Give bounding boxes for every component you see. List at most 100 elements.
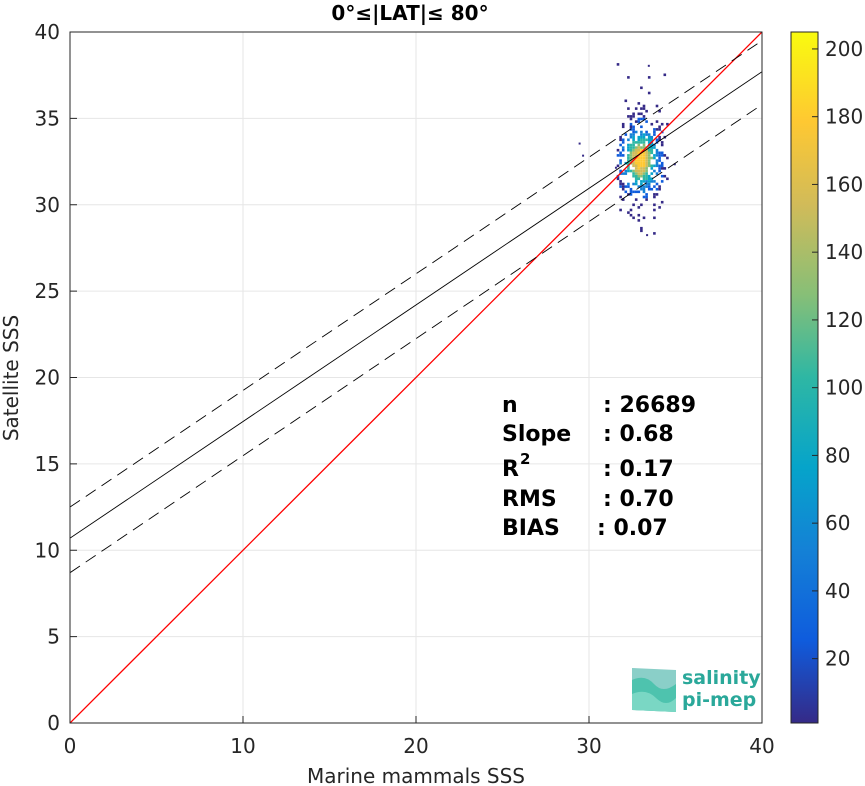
density-cell	[642, 159, 646, 162]
density-cell	[655, 164, 659, 168]
density-cell	[629, 169, 633, 173]
density-cell	[645, 167, 648, 170]
density-cell	[642, 154, 646, 157]
density-cell	[658, 206, 661, 209]
logo-wave-icon	[632, 668, 676, 712]
density-cell	[655, 182, 659, 186]
density-cell	[627, 185, 630, 188]
density-cell	[621, 125, 625, 129]
density-cell	[627, 76, 630, 79]
density-cell	[645, 195, 648, 199]
density-cell	[645, 198, 648, 201]
density-cell	[634, 174, 638, 178]
density-cell	[624, 172, 628, 175]
y-tick-label: 30	[35, 193, 60, 217]
density-cell	[647, 91, 651, 95]
density-cell	[632, 151, 635, 155]
density-cell	[645, 154, 648, 157]
density-cell	[653, 128, 656, 131]
density-cell	[642, 174, 646, 178]
density-cell	[663, 73, 667, 77]
density-cell	[645, 148, 648, 152]
density-cell	[650, 151, 654, 155]
density-cell	[642, 143, 646, 147]
density-cluster	[578, 63, 676, 237]
density-cell	[637, 135, 641, 139]
density-cell	[645, 161, 648, 165]
stat-slope-label: Slope	[502, 422, 571, 447]
density-cell	[642, 135, 646, 139]
y-tick-label: 15	[35, 452, 60, 476]
density-cell	[632, 169, 635, 173]
density-cell	[629, 115, 633, 118]
density-cell	[621, 185, 625, 188]
y-tick-label: 0	[47, 711, 60, 735]
density-cell	[658, 138, 661, 142]
density-cell	[660, 161, 664, 165]
density-cell	[632, 128, 635, 131]
density-cell	[660, 151, 664, 155]
stat-rms-value: : 0.70	[603, 487, 674, 512]
density-cell	[637, 138, 641, 142]
density-cell	[658, 164, 661, 168]
density-cell	[658, 187, 661, 191]
density-cell	[634, 182, 638, 186]
density-cell	[642, 172, 646, 175]
density-cell	[645, 174, 648, 178]
colorbar-tick-label: 200	[825, 37, 863, 61]
density-cell	[653, 133, 656, 136]
density-cell	[634, 148, 638, 152]
density-cell	[634, 107, 638, 110]
density-cell	[655, 193, 659, 196]
density-cell	[619, 182, 622, 186]
density-cell	[642, 167, 646, 170]
density-cell	[660, 143, 664, 147]
density-cell	[627, 161, 630, 165]
density-cell	[637, 164, 641, 168]
density-cell	[653, 156, 656, 160]
density-cell	[629, 193, 633, 196]
density-cell	[647, 159, 651, 162]
density-cell	[637, 146, 641, 149]
density-cell	[640, 180, 643, 183]
density-cell	[647, 135, 651, 139]
identity-line	[70, 32, 762, 723]
density-cell	[650, 180, 654, 183]
density-cell	[640, 229, 643, 233]
density-cell	[637, 117, 641, 121]
density-cell	[627, 154, 630, 157]
chart-title: 0°≤|LAT|≤ 80°	[331, 1, 488, 25]
density-cell	[621, 172, 625, 175]
density-cell	[632, 190, 635, 194]
density-cell	[629, 117, 633, 121]
density-cell	[616, 177, 620, 181]
density-cell	[632, 146, 635, 149]
density-cell	[619, 169, 622, 173]
density-cell	[655, 161, 659, 165]
density-cell	[619, 195, 622, 199]
density-cell	[642, 146, 646, 149]
density-cell	[645, 193, 648, 196]
density-cell	[629, 135, 633, 139]
outlier-point	[582, 154, 585, 157]
density-cell	[658, 167, 661, 170]
density-cell	[632, 130, 635, 134]
density-cell	[645, 130, 648, 134]
density-cell	[634, 167, 638, 170]
density-cell	[616, 148, 620, 152]
density-cell	[634, 120, 638, 123]
outlier-point	[646, 234, 649, 237]
lower-dashed-line	[70, 104, 762, 574]
density-cell	[642, 151, 646, 155]
y-tick-label: 10	[35, 538, 60, 562]
density-cell	[647, 180, 651, 183]
outlier-point	[647, 64, 650, 67]
density-cell	[650, 146, 654, 149]
regression-line	[70, 71, 762, 539]
x-tick-label: 20	[403, 734, 428, 758]
x-axis-ticks: 0 10 20 30 40	[64, 716, 775, 758]
density-cell	[624, 133, 628, 136]
colorbar-tick-label: 20	[825, 647, 850, 671]
density-cell	[647, 182, 651, 186]
density-cell	[640, 138, 643, 142]
